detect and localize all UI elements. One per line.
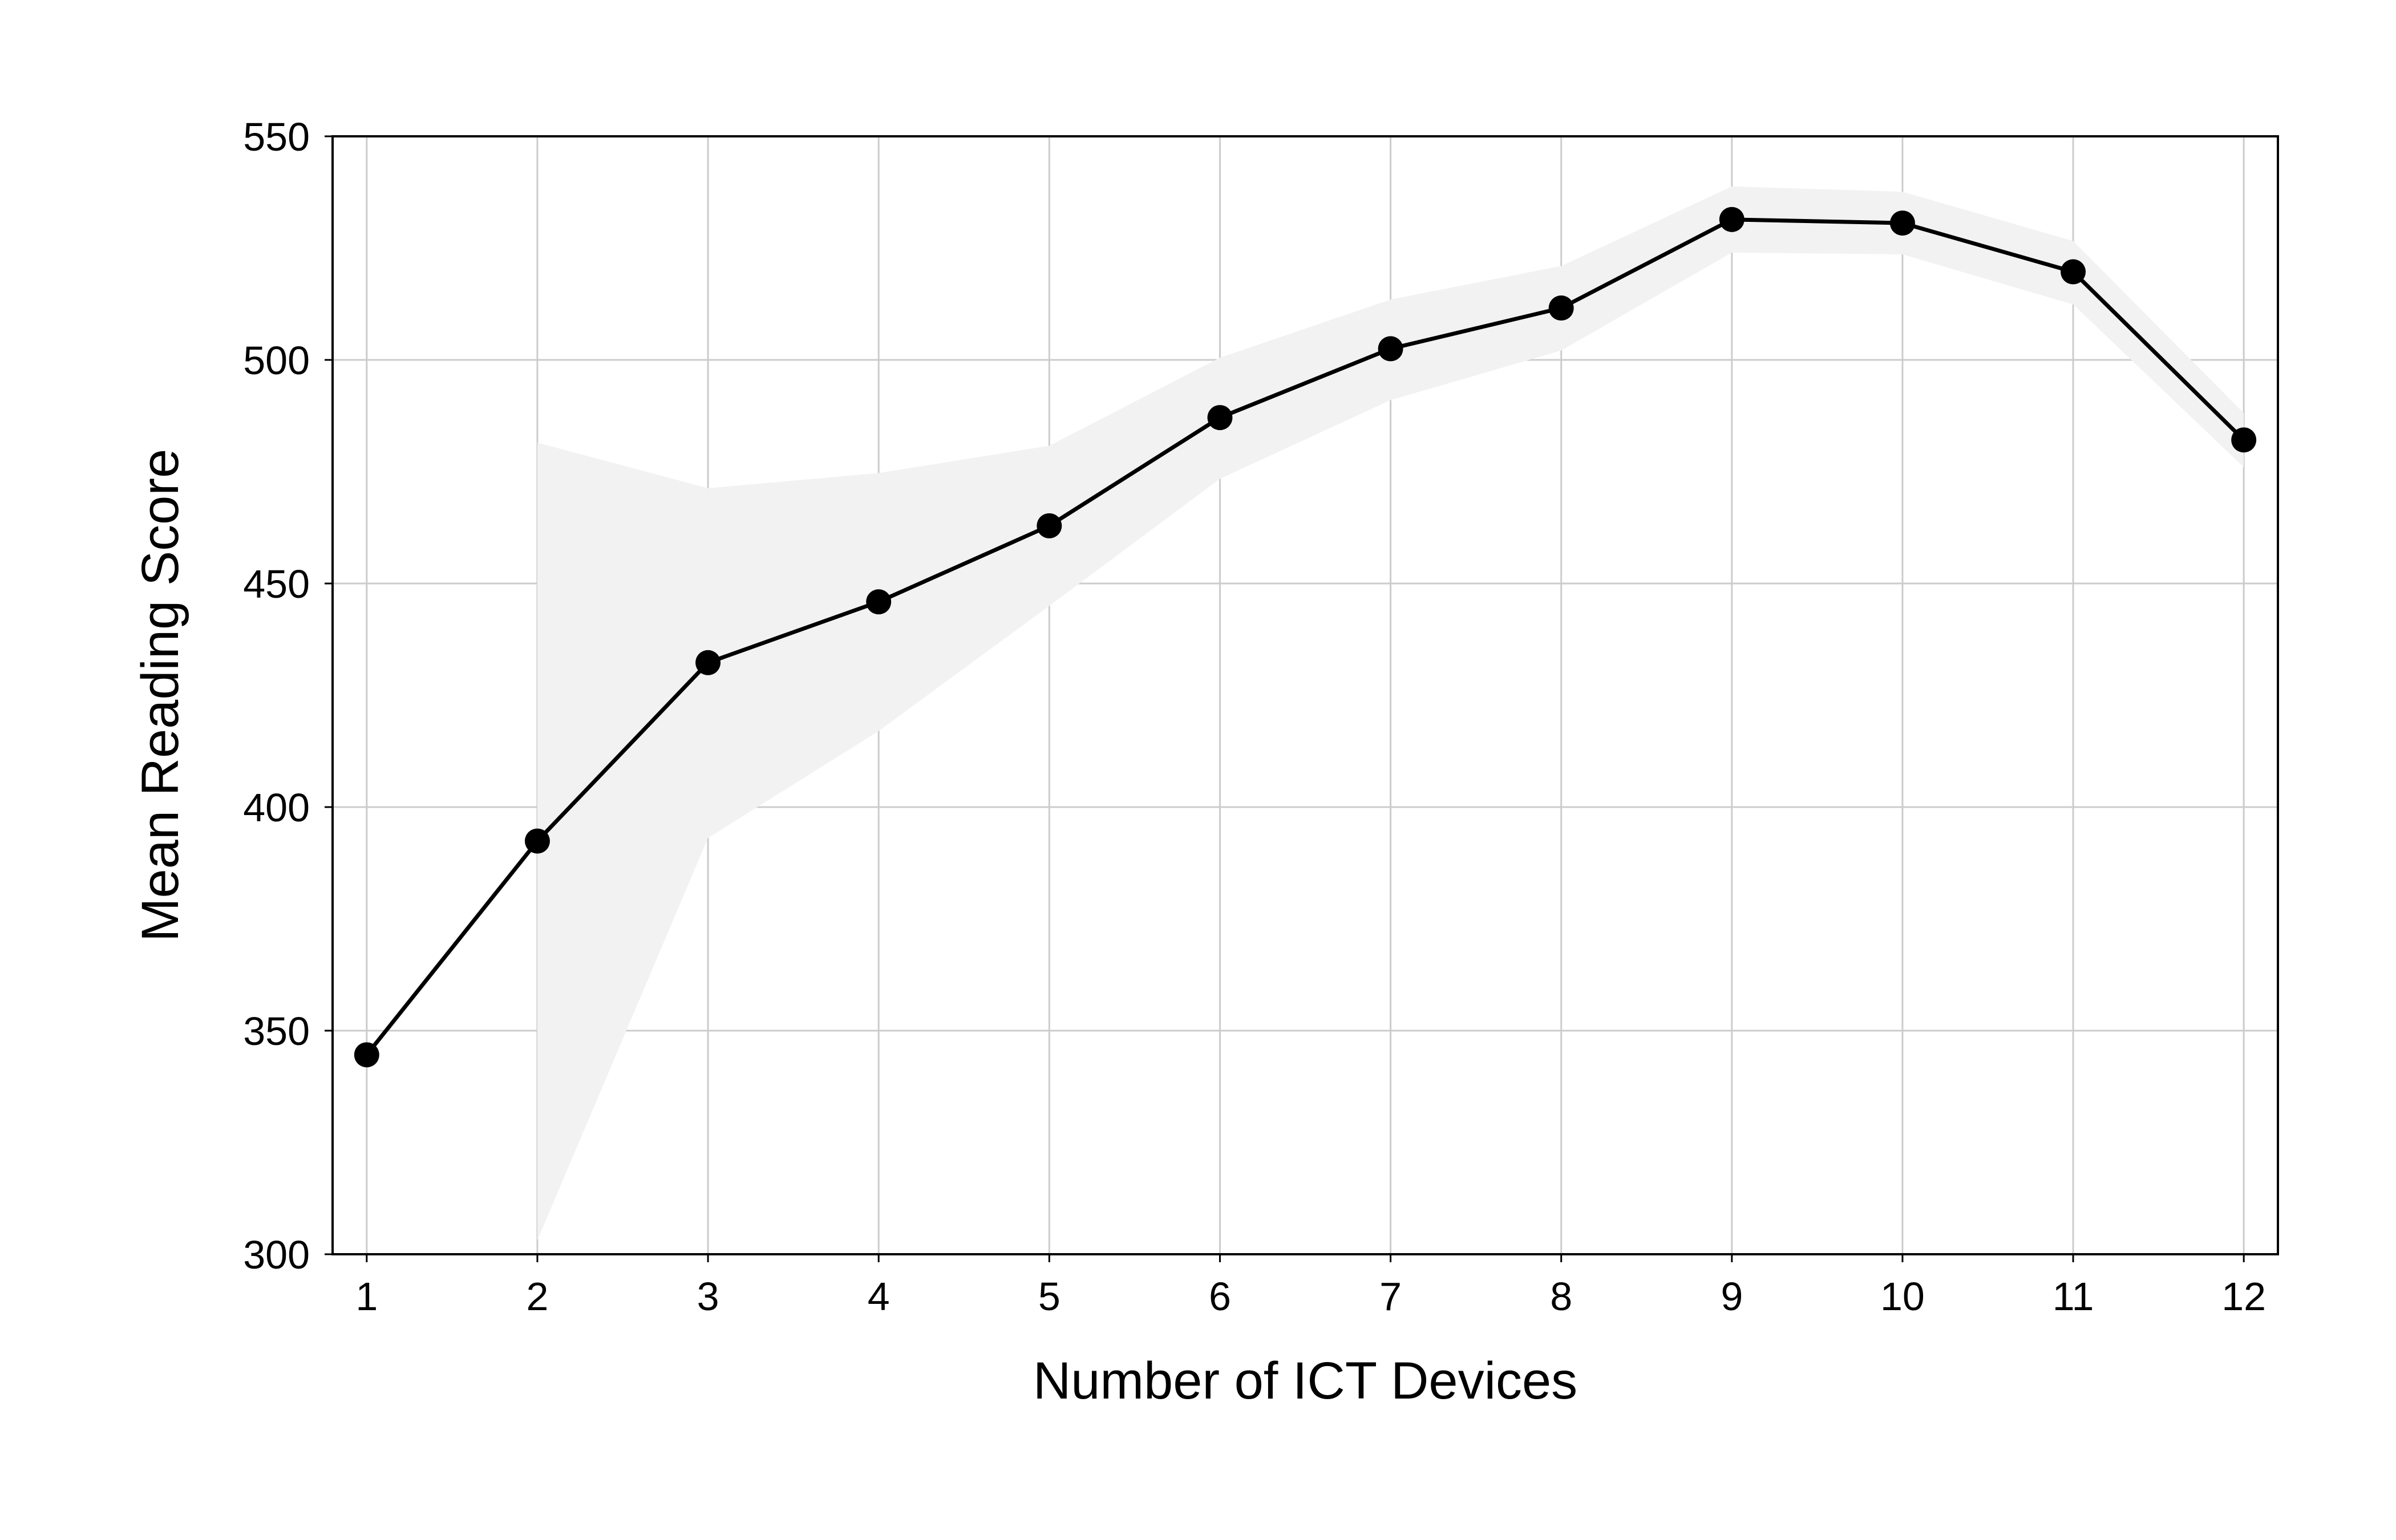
series-line-layer [365,217,2245,1056]
x-tick-label: 7 [1379,1274,1402,1319]
data-point [1548,295,1574,321]
data-point [1207,405,1233,431]
confidence-band-layer [537,186,2244,1241]
x-tick-label: 11 [2053,1274,2094,1319]
x-tick-label: 5 [1038,1274,1061,1319]
data-point [1719,206,1745,232]
y-tick-label: 450 [243,562,310,606]
x-tick-label: 4 [868,1274,890,1319]
series-line [365,217,2245,1056]
data-point [695,650,721,675]
data-point [866,589,892,615]
y-axis-ticks: 300 350 400 450 500 550 [243,115,333,1277]
data-point [2231,427,2257,453]
y-axis-title: Mean Reading Score [131,449,189,942]
x-tick-label: 2 [526,1274,548,1319]
data-point [354,1042,379,1068]
data-point [2061,259,2086,285]
y-tick-label: 350 [243,1009,310,1053]
data-point [1037,513,1062,538]
x-tick-label: 8 [1550,1274,1572,1319]
x-tick-label: 6 [1209,1274,1231,1319]
x-tick-label: 10 [1880,1274,1925,1319]
x-tick-label: 12 [2221,1274,2266,1319]
y-tick-label: 550 [243,115,310,159]
data-point [524,828,550,854]
x-axis-ticks: 1 2 3 4 5 6 7 8 9 10 11 12 [355,1254,2266,1319]
x-axis-title: Number of ICT Devices [1033,1352,1577,1410]
data-points-layer [354,206,2257,1068]
x-tick-label: 1 [355,1274,378,1319]
data-point [1889,210,1915,236]
x-tick-label: 9 [1721,1274,1743,1319]
confidence-band [537,186,2244,1241]
y-tick-label: 500 [243,338,310,383]
plot-frame [331,135,2279,1255]
y-tick-label: 400 [243,785,310,830]
y-tick-label: 300 [243,1233,310,1277]
x-tick-label: 3 [697,1274,719,1319]
data-point [1378,336,1403,362]
